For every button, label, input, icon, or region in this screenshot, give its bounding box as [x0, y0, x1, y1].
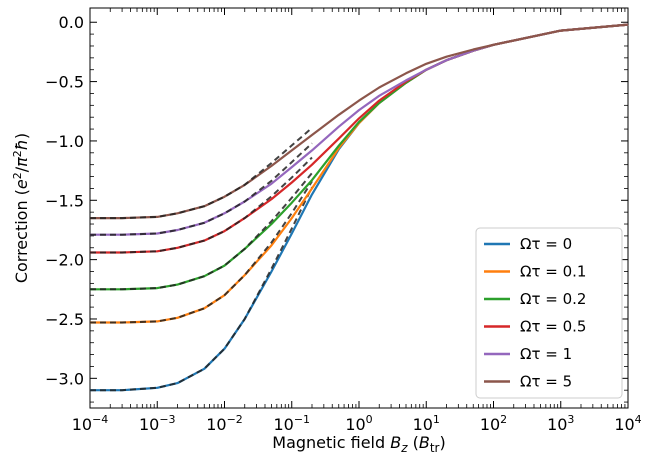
y-tick-label: −2.0: [45, 251, 84, 270]
x-tick-label: 10−4: [72, 413, 109, 434]
x-tick-label-exponent: 1: [433, 413, 440, 426]
x-tick-label-exponent: 4: [635, 413, 642, 426]
x-axis-label-close: ): [439, 433, 445, 452]
legend-label-2: Ωτ = 0.2: [520, 290, 586, 308]
y-axis-label-sup: 2: [11, 172, 24, 179]
x-tick-label: 10−2: [206, 413, 243, 434]
x-tick-label-exponent: −1: [294, 413, 310, 426]
x-tick-label: 101: [413, 413, 440, 434]
x-tick-label-base: 10: [345, 415, 365, 434]
y-axis-label-slash: /: [12, 166, 31, 172]
legend-label-0: Ωτ = 0: [520, 235, 572, 253]
legend-label-4: Ωτ = 1: [520, 345, 572, 363]
x-tick-label: 102: [480, 413, 507, 434]
x-tick-label: 100: [345, 413, 372, 434]
x-axis-label-unit-sub: tr: [430, 441, 440, 455]
legend: Ωτ = 0 Ωτ = 0.1 Ωτ = 0.2 Ωτ = 0.5 Ωτ = 1 Ωτ =…: [475, 227, 623, 399]
y-tick-label: −2.5: [45, 310, 84, 329]
x-tick-label-base: 10: [273, 415, 293, 434]
legend-label-1: Ωτ = 0.1: [520, 263, 586, 281]
y-tick-label: −0.5: [45, 73, 84, 92]
y-axis-label: Correction (e2/π2ħ): [11, 133, 31, 283]
x-tick-label-exponent: −2: [227, 413, 243, 426]
y-axis-label-pi: π: [12, 157, 31, 167]
x-axis-label-unit: (: [408, 433, 419, 452]
x-tick-label-exponent: −3: [159, 413, 175, 426]
legend-label-3: Ωτ = 0.5: [520, 318, 586, 336]
series-line-3: [90, 23, 629, 254]
series-line-4: [90, 23, 629, 236]
legend-label-5: Ωτ = 5: [520, 373, 572, 391]
legend-box: [475, 227, 623, 399]
series-asymptote-3: [90, 156, 313, 254]
y-axis-label-sup2: 2: [11, 150, 24, 157]
x-tick-label-base: 10: [614, 415, 634, 434]
x-tick-label-base: 10: [480, 415, 500, 434]
x-axis-label-sub: z: [400, 441, 408, 455]
x-axis-label-unit-var: B: [419, 433, 430, 452]
y-axis-label-hbar: ħ: [12, 139, 31, 150]
x-tick-label-base: 10: [72, 415, 92, 434]
series-layer: [90, 23, 629, 392]
y-tick-label: −1.5: [45, 191, 84, 210]
x-axis-label-var: B: [390, 433, 401, 452]
x-tick-label-exponent: 2: [500, 413, 507, 426]
y-tick-label: 0.0: [59, 13, 84, 32]
x-tick-label: 103: [547, 413, 574, 434]
y-axis-label-e: e: [12, 179, 31, 189]
x-tick-label-exponent: 0: [366, 413, 373, 426]
series-asymptote-0: [90, 186, 313, 392]
x-tick-label-exponent: −4: [92, 413, 108, 426]
x-tick-label-base: 10: [139, 415, 159, 434]
axis-ticks: 10−4 10−3 10−2 10−1 100 101 102 103 1040.0−0.5−1…: [45, 8, 642, 434]
x-tick-label-base: 10: [413, 415, 433, 434]
x-axis-label-main: Magnetic field: [272, 433, 390, 452]
x-tick-label: 10−3: [139, 413, 176, 434]
y-tick-label: −1.0: [45, 132, 84, 151]
x-tick-label: 104: [614, 413, 641, 434]
x-tick-label-base: 10: [206, 415, 226, 434]
x-axis-label: Magnetic field Bz (Btr): [272, 433, 445, 455]
x-tick-label: 10−1: [273, 413, 310, 434]
y-axis-label-main: Correction (: [12, 189, 31, 283]
x-tick-label-base: 10: [547, 415, 567, 434]
x-tick-label-exponent: 3: [567, 413, 574, 426]
y-tick-label: −3.0: [45, 369, 84, 388]
y-axis-label-close: ): [12, 133, 31, 139]
